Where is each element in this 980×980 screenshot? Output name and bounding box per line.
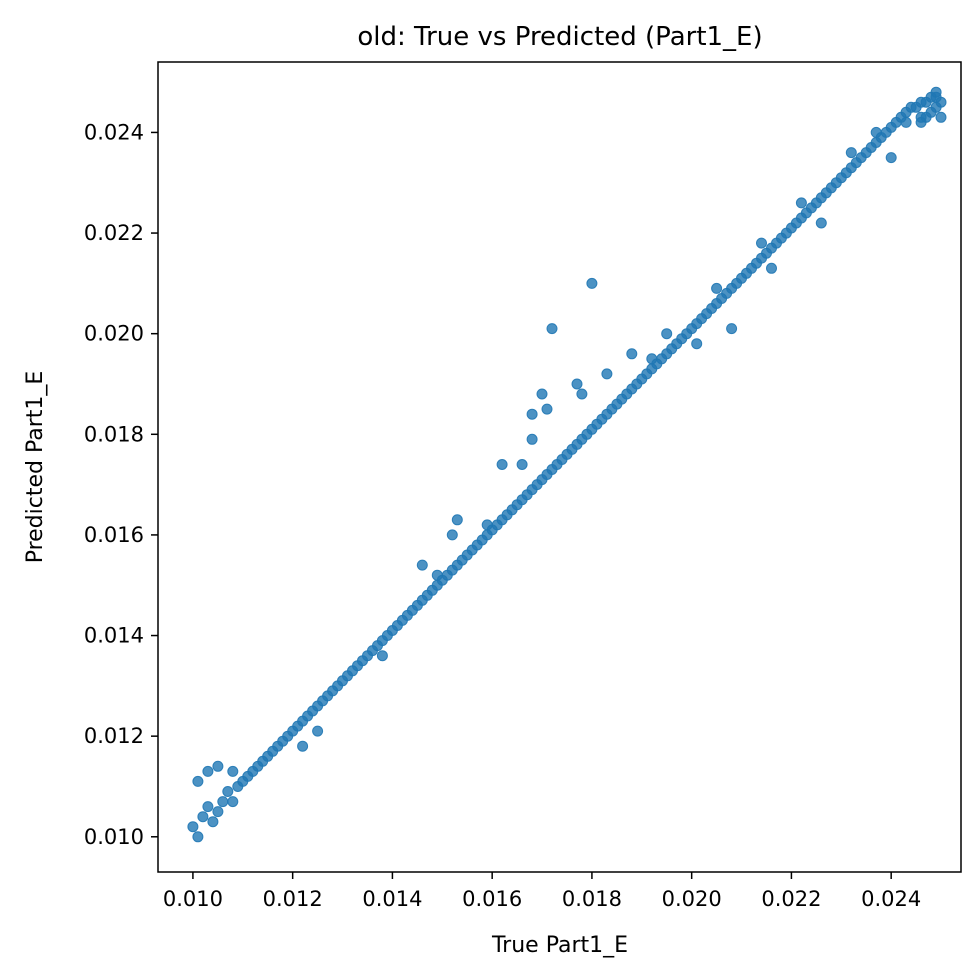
data-point bbox=[192, 831, 204, 843]
y-tick-label: 0.012 bbox=[84, 724, 144, 748]
y-tick-label: 0.022 bbox=[84, 221, 144, 245]
data-point bbox=[795, 197, 807, 209]
x-tick-label: 0.020 bbox=[662, 887, 722, 911]
y-tick-label: 0.018 bbox=[84, 422, 144, 446]
data-point bbox=[900, 116, 912, 128]
data-point bbox=[481, 519, 493, 531]
data-point bbox=[845, 147, 857, 159]
data-point bbox=[571, 378, 583, 390]
data-point bbox=[526, 433, 538, 445]
y-tick-label: 0.024 bbox=[84, 120, 144, 144]
data-point bbox=[915, 111, 927, 123]
data-point bbox=[726, 323, 738, 335]
data-point bbox=[207, 816, 219, 828]
data-point bbox=[451, 514, 463, 526]
data-point bbox=[312, 725, 324, 737]
data-point bbox=[870, 126, 882, 138]
data-point bbox=[297, 740, 309, 752]
data-point bbox=[222, 786, 234, 797]
data-point bbox=[756, 237, 767, 249]
y-tick-label: 0.014 bbox=[84, 624, 144, 648]
data-point bbox=[212, 806, 224, 818]
data-point bbox=[935, 111, 947, 123]
x-axis-label: True Part1_E bbox=[491, 933, 628, 958]
data-point bbox=[766, 262, 777, 274]
x-tick-label: 0.012 bbox=[263, 887, 323, 911]
data-point bbox=[586, 277, 598, 289]
y-tick-label: 0.020 bbox=[84, 322, 144, 346]
data-point bbox=[202, 765, 214, 777]
y-tick-label: 0.010 bbox=[84, 825, 144, 849]
x-tick-label: 0.018 bbox=[562, 887, 622, 911]
data-point bbox=[202, 801, 214, 813]
plot-frame bbox=[157, 61, 962, 873]
data-point bbox=[661, 328, 673, 340]
data-point bbox=[416, 559, 428, 571]
data-point bbox=[711, 282, 723, 294]
x-tick-label: 0.016 bbox=[462, 887, 522, 911]
data-point bbox=[541, 403, 553, 415]
data-point bbox=[815, 217, 827, 229]
points-layer bbox=[187, 86, 947, 843]
data-point bbox=[217, 796, 229, 808]
x-tick-label: 0.010 bbox=[163, 887, 223, 911]
data-point bbox=[431, 569, 443, 581]
chart-title: old: True vs Predicted (Part1_E) bbox=[357, 22, 762, 52]
x-tick-label: 0.024 bbox=[861, 887, 921, 911]
data-point bbox=[227, 796, 239, 808]
y-tick-label: 0.016 bbox=[84, 523, 144, 547]
data-point bbox=[187, 821, 199, 833]
x-tick-label: 0.022 bbox=[761, 887, 821, 911]
data-point bbox=[496, 459, 508, 470]
data-point bbox=[197, 811, 209, 823]
data-point bbox=[227, 765, 239, 777]
data-point bbox=[446, 529, 458, 541]
data-point bbox=[212, 760, 224, 772]
data-point bbox=[576, 388, 588, 400]
data-point bbox=[626, 348, 638, 360]
data-point bbox=[192, 775, 204, 787]
data-point bbox=[526, 408, 538, 420]
data-point bbox=[885, 152, 897, 164]
x-axis: 0.010 0.012 0.014 0.016 0.018 0.020 0.022 0.024 bbox=[163, 872, 921, 911]
data-point bbox=[376, 650, 388, 662]
data-point bbox=[546, 323, 558, 335]
data-point bbox=[601, 368, 613, 380]
y-axis: 0.010 0.012 0.014 0.016 0.018 0.020 0.022 0.024 bbox=[84, 120, 158, 849]
data-point bbox=[536, 388, 548, 400]
data-point bbox=[930, 86, 942, 98]
y-axis-label: Predicted Part1_E bbox=[23, 371, 48, 564]
x-tick-label: 0.014 bbox=[362, 887, 422, 911]
data-point bbox=[691, 338, 703, 350]
data-point bbox=[646, 353, 658, 365]
data-point bbox=[516, 459, 528, 470]
